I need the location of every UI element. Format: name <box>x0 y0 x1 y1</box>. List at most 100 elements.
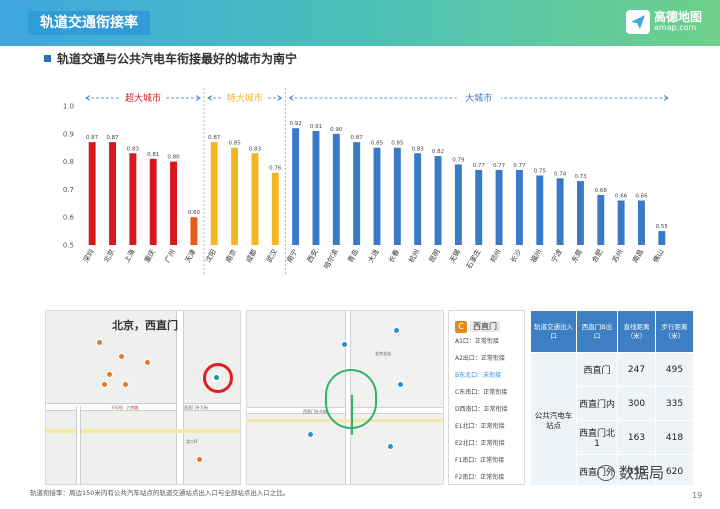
bar <box>393 147 401 245</box>
data-label: 0.66 <box>635 194 648 200</box>
data-label: 0.87 <box>351 135 364 141</box>
data-label: 0.79 <box>452 157 465 163</box>
poi-marker-icon[interactable] <box>122 381 129 388</box>
table-row: 公共汽电车站点 西直门 247 495 <box>530 352 693 485</box>
data-label: 0.85 <box>228 141 241 147</box>
data-label: 0.77 <box>493 163 506 169</box>
bar <box>495 169 503 245</box>
arrow-right-icon <box>195 95 201 101</box>
table-header: 轨道交通出入口 <box>530 310 577 353</box>
subway-station-icon[interactable] <box>212 373 221 382</box>
x-tick-label: 苏州 <box>610 248 625 265</box>
bar <box>149 158 157 245</box>
road-label: 西直门外大街 <box>303 409 327 414</box>
x-tick-label: 昆明 <box>428 248 442 264</box>
group-label-bg <box>456 91 501 104</box>
x-tick-label: 宁波 <box>549 248 564 265</box>
data-label: 0.85 <box>371 141 384 147</box>
exit-row: F1南口：正常衔接 <box>455 457 505 464</box>
x-tick-label: 天津 <box>184 248 198 264</box>
bar <box>271 172 279 245</box>
bar <box>617 200 625 245</box>
group-label: 超大城市 <box>125 92 161 104</box>
bar <box>109 142 116 245</box>
line-badge: C <box>455 320 467 333</box>
exit-list-panel: C 西直门 A1口：正常衔接 A2出口：正常衔接 B东北口：未衔接 C东南口：正常… <box>448 310 525 485</box>
exit-marker-icon[interactable] <box>397 381 404 388</box>
bar <box>129 153 137 245</box>
x-tick-label: 上海 <box>122 248 137 265</box>
data-label: 0.83 <box>127 146 140 152</box>
exit-row: E1北口：正常衔接 <box>455 423 505 430</box>
map-beijing-xizhimen[interactable]: 北京，西直门 6号线：九荆路 西直门外大街 北二环 <box>45 310 241 485</box>
subtitle-text: 轨道交通与公共汽电车衔接最好的城市为南宁 <box>57 52 298 66</box>
data-label: 0.73 <box>574 174 587 180</box>
y-tick-label: 0.6 <box>63 214 75 222</box>
section-subtitle: 轨道交通与公共汽电车衔接最好的城市为南宁 <box>44 50 297 67</box>
bar <box>170 161 178 245</box>
table-header: 西直门B出口 <box>576 310 618 353</box>
poi-marker-icon[interactable] <box>118 353 125 360</box>
table-cell: 247 <box>617 352 656 387</box>
data-label: 0.82 <box>432 149 444 155</box>
exit-row: E2北口：正常衔接 <box>455 440 505 447</box>
arrow-left-icon <box>207 95 213 101</box>
watermark-text: 数据局 <box>619 464 665 482</box>
map-title: 北京，西直门 <box>112 319 178 332</box>
x-tick-label: 武汉 <box>264 248 279 265</box>
wechat-icon <box>597 464 615 481</box>
data-label: 0.77 <box>513 163 526 169</box>
bar <box>332 133 340 245</box>
exit-marker-icon[interactable] <box>307 431 314 438</box>
logo-url: amap.com <box>654 23 697 32</box>
x-tick-label: 石家庄 <box>464 248 482 271</box>
group-label: 特大城市 <box>227 92 263 104</box>
bar <box>658 231 666 245</box>
x-tick-label: 青岛 <box>346 248 361 265</box>
exit-row: A1口：正常衔接 <box>455 338 499 345</box>
bar <box>454 164 462 245</box>
table-cell: 163 <box>617 420 656 455</box>
data-label: 0.80 <box>167 155 180 161</box>
x-tick-label: 佛山 <box>651 248 666 265</box>
x-tick-label: 合肥 <box>590 248 605 265</box>
amap-logo[interactable]: 高德地图 amap.com <box>626 8 710 38</box>
poi-marker-icon[interactable] <box>96 339 103 346</box>
bar <box>190 217 198 245</box>
data-label: 0.87 <box>106 135 119 141</box>
x-tick-label: 成都 <box>244 248 259 265</box>
poi-marker-icon[interactable] <box>144 359 151 366</box>
bar <box>353 142 361 245</box>
data-label: 0.87 <box>86 135 99 141</box>
logo-name: 高德地图 <box>654 10 703 24</box>
station-name: 西直门 <box>470 321 500 332</box>
exit-marker-icon[interactable] <box>387 443 394 450</box>
poi-marker-icon[interactable] <box>196 456 203 463</box>
data-label: 0.83 <box>412 146 425 152</box>
x-tick-label: 广州 <box>162 248 177 265</box>
bar <box>292 128 300 245</box>
exit-marker-icon[interactable] <box>393 327 400 334</box>
bar <box>251 153 259 245</box>
data-label: 0.60 <box>188 210 201 216</box>
square-bullet-icon <box>44 55 51 62</box>
bar <box>638 200 645 245</box>
bar <box>434 156 442 245</box>
footnote: 轨道衔接率：周边150米内有公共汽车站点的轨道交通站点出入口与全部站点出入口之比… <box>30 489 290 497</box>
y-tick-label: 0.8 <box>63 158 74 166</box>
table-header: 直线距离（米） <box>617 310 656 353</box>
exit-marker-icon[interactable] <box>341 341 348 348</box>
poi-marker-icon[interactable] <box>106 371 113 378</box>
bar <box>210 142 218 245</box>
x-tick-label: 北京 <box>101 248 116 265</box>
map-station-detail[interactable]: 北京北站 西直门外大街 <box>246 310 444 485</box>
road-label: 6号线：九荆路 <box>112 405 139 410</box>
x-tick-label: 长沙 <box>508 248 523 265</box>
exit-row: F2南口：正常衔接 <box>455 474 505 481</box>
y-tick-label: 1.0 <box>63 103 74 111</box>
group-label-bg <box>121 91 166 104</box>
subway-line <box>351 395 353 435</box>
arrow-left-icon <box>288 95 294 101</box>
map-road <box>76 406 81 484</box>
poi-marker-icon[interactable] <box>101 381 108 388</box>
